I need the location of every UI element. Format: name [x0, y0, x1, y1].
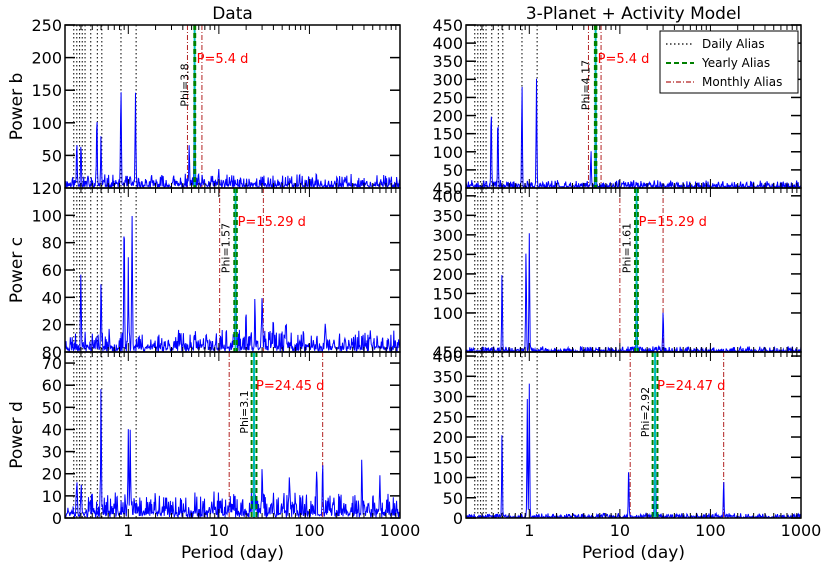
y-tick-label: 150 [31, 81, 62, 100]
panel-frame [465, 351, 802, 519]
y-tick-label: 70 [42, 354, 62, 373]
period-label: P=15.29 d [238, 215, 306, 230]
x-tick-label: 10 [610, 521, 630, 540]
y-tick-label: 300 [432, 226, 463, 245]
y-tick-label-bottom: 450 [432, 179, 463, 198]
column-title-model: 3-Planet + Activity Model [526, 4, 741, 24]
y-tick-label: 250 [31, 16, 62, 35]
panel-data-row1: P=15.29 d Phi=1.57 20 40 60 80 100 80 Power c [7, 187, 401, 362]
y-tick-label: 20 [42, 316, 62, 335]
y-tick-label: 50 [443, 489, 463, 508]
legend-label: Yearly Alias [701, 56, 770, 70]
phase-label: Phi=3.8 [179, 63, 192, 106]
y-tick-label: 350 [432, 206, 463, 225]
x-tick-label: 1000 [380, 521, 421, 540]
y-tick-label: 100 [432, 469, 463, 488]
x-tick-label: 100 [294, 521, 325, 540]
x-axis-label: Period (day) [582, 543, 685, 563]
y-tick-label: 0 [453, 509, 463, 528]
y-tick-label: 80 [42, 234, 62, 253]
y-tick-label: 40 [42, 288, 62, 307]
y-tick-label: 60 [42, 376, 62, 395]
phase-label: Phi=3.1 [238, 390, 251, 433]
x-tick-label: 10 [209, 521, 229, 540]
y-tick-label: 100 [31, 114, 62, 133]
y-tick-label: 250 [432, 245, 463, 264]
legend-label: Daily Alias [702, 37, 765, 51]
panel-data-row2: P=24.45 d Phi=3.1 0 10 20 30 40 50 60 70 1 10 100 100… [7, 351, 421, 563]
y-tick-label: 100 [432, 304, 463, 323]
y-tick-label: 250 [432, 408, 463, 427]
y-tick-label: 40 [42, 420, 62, 439]
plot-area [466, 25, 801, 188]
legend: Daily Alias Yearly Alias Monthly Alias [659, 30, 799, 94]
periodogram-series [466, 383, 801, 518]
y-tick-label-bottom: 120 [31, 179, 62, 198]
y-tick-label: 200 [432, 428, 463, 447]
period-label: P=24.45 d [256, 379, 324, 394]
period-label: P=5.4 d [197, 52, 249, 67]
y-tick-label: 30 [42, 443, 62, 462]
period-label: P=24.47 d [657, 379, 725, 394]
y-tick-label: 200 [31, 49, 62, 68]
y-tick-label-bottom: 450 [432, 343, 463, 362]
y-tick-label-bottom: 80 [42, 343, 62, 362]
periodogram-series [65, 389, 400, 518]
y-tick-label: 400 [432, 347, 463, 366]
y-tick-label: 150 [432, 125, 463, 144]
y-tick-label: 300 [432, 70, 463, 89]
y-tick-label: 400 [432, 187, 463, 206]
y-tick-label: 350 [432, 52, 463, 71]
y-tick-label: 10 [42, 487, 62, 506]
legend-label: Monthly Alias [702, 75, 782, 89]
phase-label: Phi=1.61 [621, 223, 634, 273]
x-axis-label: Period (day) [181, 543, 284, 563]
y-tick-label: 350 [432, 367, 463, 386]
y-tick-label: 300 [432, 388, 463, 407]
phase-label: Phi=1.57 [220, 223, 233, 273]
panel-frame [64, 351, 401, 519]
plot-area [65, 352, 400, 518]
y-axis-label: Power d [7, 401, 27, 469]
y-tick-label: 150 [432, 284, 463, 303]
period-label: P=5.4 d [598, 52, 650, 67]
plot-area [65, 188, 400, 352]
y-tick-label: 50 [42, 146, 62, 165]
x-tick-label: 1 [524, 521, 534, 540]
periodogram-series [65, 188, 400, 352]
y-axis-label: Power b [7, 73, 27, 141]
period-label: P=15.29 d [639, 215, 707, 230]
y-tick-label: 50 [42, 398, 62, 417]
y-axis-label: Power c [7, 237, 27, 303]
panel-model-row2: P=24.47 dPhi=2.9205010015020025030035040… [432, 347, 821, 563]
x-tick-label: 1 [123, 521, 133, 540]
y-tick-label: 100 [31, 206, 62, 225]
column-title-data: Data [212, 4, 253, 24]
x-tick-label: 100 [695, 521, 726, 540]
y-tick-label: 100 [432, 143, 463, 162]
y-tick-label: 250 [432, 88, 463, 107]
y-tick-label: 200 [432, 107, 463, 126]
x-tick-label: 1000 [781, 521, 822, 540]
plot-area [65, 25, 400, 188]
y-tick-label: 450 [432, 16, 463, 35]
periodogram-series [466, 59, 801, 188]
plot-area [466, 352, 801, 518]
phase-label: Phi=4.17 [580, 60, 593, 110]
panel-frame [64, 24, 401, 189]
y-tick-label: 150 [432, 448, 463, 467]
y-tick-label: 200 [432, 265, 463, 284]
y-tick-label: 400 [432, 34, 463, 53]
phase-label: Phi=2.92 [639, 387, 652, 437]
y-tick-label: 50 [443, 161, 463, 180]
y-tick-label: 20 [42, 465, 62, 484]
y-tick-label: 0 [52, 509, 62, 528]
y-tick-label: 60 [42, 261, 62, 280]
panel-data-row0: P=5.4 d Phi=3.8 50 100 150 200 250 120 Power b [7, 16, 401, 198]
periodogram-series [65, 52, 400, 188]
